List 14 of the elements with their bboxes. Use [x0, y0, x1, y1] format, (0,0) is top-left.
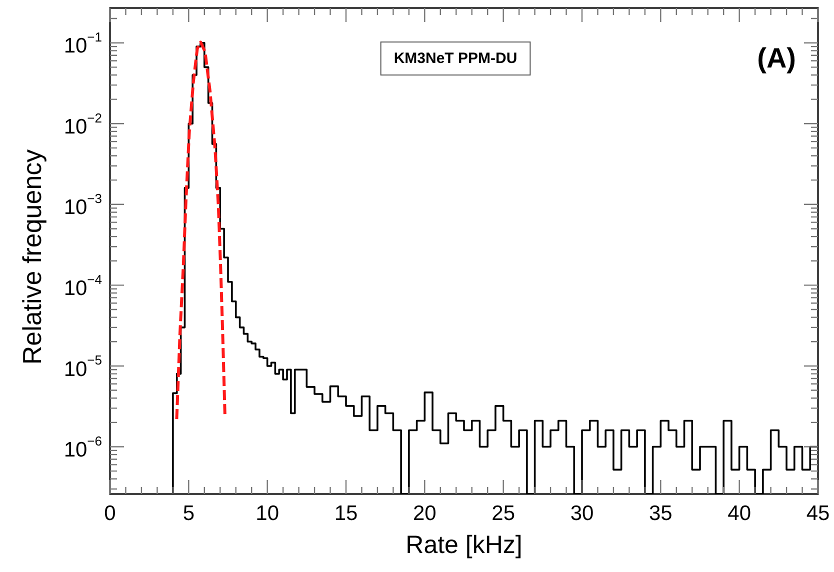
annotation: KM3NeT PPM-DU — [394, 50, 518, 68]
x-tick-label: 35 — [648, 502, 672, 525]
x-tick-label: 40 — [728, 502, 752, 525]
y-axis-title: Relative frequency — [17, 149, 48, 365]
x-tick-label: 15 — [334, 502, 358, 525]
x-tick-label: 5 — [182, 502, 195, 525]
x-tick-label: 0 — [104, 502, 116, 525]
x-tick-label: 45 — [806, 502, 830, 525]
x-tick-label: 20 — [412, 502, 436, 525]
x-tick-label: 25 — [492, 502, 516, 525]
x-tick-label: 30 — [570, 502, 594, 525]
x-tick-label: 10 — [256, 502, 280, 525]
annotation: (A) — [757, 42, 796, 74]
x-axis-title: Rate [kHz] — [406, 530, 522, 559]
